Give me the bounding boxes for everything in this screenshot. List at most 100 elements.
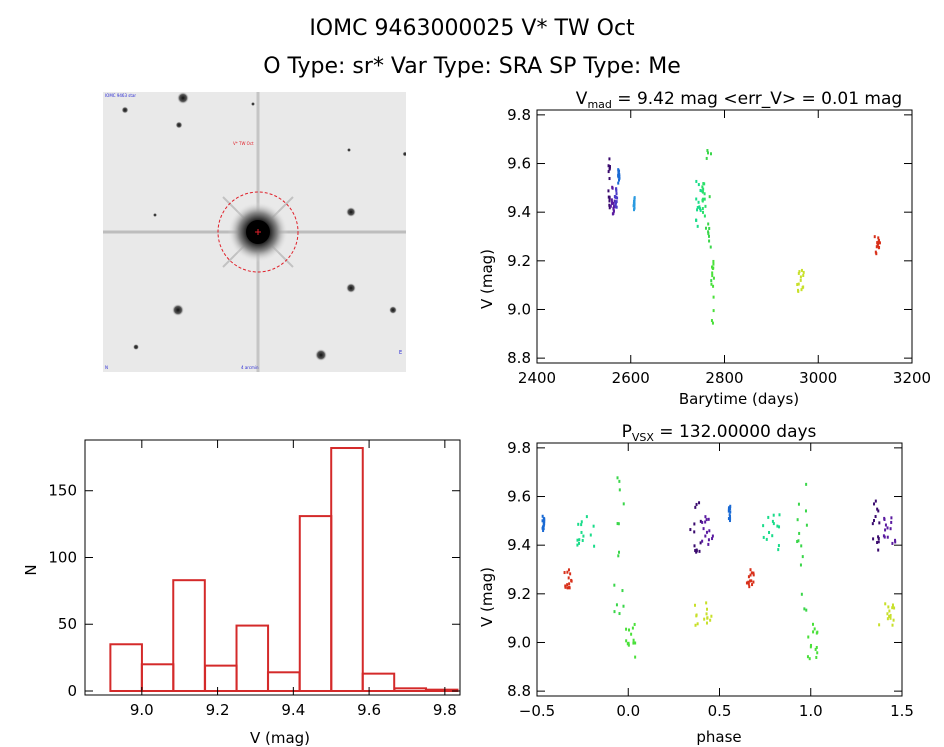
phased-curve-point [816, 651, 819, 655]
phased-curve-point [566, 583, 569, 587]
histogram-bar [361, 672, 396, 692]
phased-curve-point [810, 643, 813, 647]
phased-curve-point [877, 548, 880, 552]
phased-curve-point [752, 571, 755, 575]
light-curve-point [710, 319, 713, 323]
histogram-plot-frame [84, 439, 461, 696]
histogram-bar [298, 515, 333, 692]
phased-curve-point [693, 522, 696, 526]
phased-curve-point [874, 499, 877, 503]
light-curve-point [699, 188, 702, 192]
histogram-xtick-label: 9.6 [357, 701, 381, 719]
phased-curve-point [796, 518, 799, 522]
histogram-bar [140, 663, 175, 692]
light-curve-point [874, 250, 877, 254]
phased-curve-point [582, 534, 585, 538]
phased-curve-point [709, 618, 712, 622]
phased-curve-point [704, 515, 707, 519]
phased-curve-point [745, 581, 748, 585]
light-curve-point [875, 252, 878, 256]
phased-curve-point [752, 573, 755, 577]
phased-curve-point [750, 579, 753, 583]
light-curve-point [633, 205, 636, 209]
phased-curve-point [877, 536, 880, 540]
phased-curve-point [888, 609, 891, 613]
phased-curve-point [729, 504, 732, 508]
histogram-bar [172, 579, 206, 692]
phased-curve-point [883, 518, 886, 522]
phased-curve-point [889, 527, 892, 531]
phased-curve-point [576, 538, 579, 542]
phased-curve-point [701, 520, 704, 524]
light-curve-point [609, 204, 612, 208]
phased-curve-point [706, 616, 709, 620]
phased-curve-point [622, 604, 625, 608]
light-curve-point [617, 181, 620, 185]
phased-curve-point [694, 623, 697, 627]
phased-curve-point [872, 537, 875, 541]
phased-curve-point [693, 530, 696, 534]
light-curve-point [699, 207, 702, 211]
phased-curve-point [617, 554, 620, 558]
phased-curve-point [893, 606, 896, 610]
light-curve-xlabel: Barytime (days) [679, 390, 799, 408]
light-curve-point [608, 177, 611, 181]
phased-curve-point [633, 622, 636, 626]
phased-curve-point [882, 534, 885, 538]
phased-curve-title: PVSX = 132.00000 days [622, 422, 817, 444]
phased-curve-point [812, 630, 815, 634]
phased-curve-point [799, 563, 802, 567]
light-curve-point [711, 321, 714, 325]
phased-curve-point [541, 519, 544, 523]
light-curve-point [615, 189, 618, 193]
phased-curve-point [580, 530, 583, 534]
phased-curve-ytick-label: 8.8 [507, 682, 531, 700]
phased-curve-point [890, 520, 893, 524]
title-line-2: O Type: sr* Var Type: SRA SP Type: Me [263, 54, 681, 79]
light-curve-point [878, 241, 881, 245]
phased-curve-point [892, 618, 895, 622]
light-curve-point [615, 205, 618, 209]
light-curve-point [709, 245, 712, 249]
light-curve-point [611, 186, 614, 190]
light-curve-point [700, 189, 703, 193]
light-curve-point [712, 295, 715, 299]
phased-curve-ytick-label: 9.2 [507, 585, 531, 603]
phased-curve-point [625, 627, 628, 631]
phased-curve-point [874, 515, 877, 519]
title-line-1: IOMC 9463000025 V* TW Oct [309, 16, 635, 41]
phased-curve-point [568, 585, 571, 589]
histogram-xtick-label: 9.0 [130, 701, 154, 719]
phased-curve-ytick-label: 9.8 [507, 439, 531, 457]
field-star [347, 148, 351, 152]
finder-label-topleft: IOMC 9463 star [105, 93, 136, 98]
light-curve-point [699, 208, 702, 212]
light-curve-point [610, 198, 613, 202]
light-curve-point [633, 202, 636, 206]
light-curve-point [802, 273, 805, 277]
light-curve-point [876, 241, 879, 245]
light-curve-point [704, 204, 707, 208]
histogram-ytick-label: 100 [48, 548, 77, 566]
light-curve-point [701, 207, 704, 211]
light-curve-point [707, 222, 710, 226]
light-curve-title-rest: = 9.42 mag <err_V> = 0.01 mag [612, 89, 902, 109]
phased-curve-point [707, 542, 710, 546]
light-curve-ytick-label: 9.0 [507, 300, 531, 318]
light-curve-point [695, 197, 698, 201]
light-curve-point [877, 236, 880, 240]
light-curve-point [703, 197, 706, 201]
light-curve-point [708, 195, 711, 199]
light-curve-point [707, 234, 710, 238]
phased-curve-point [876, 507, 879, 511]
phased-curve-point [706, 607, 709, 611]
finder-label-target: V* TW Oct [233, 141, 254, 146]
light-curve-point [712, 259, 715, 263]
field-star [121, 106, 129, 114]
phased-curve-point [581, 539, 584, 543]
phased-curve-chart: −0.5 0.0 0.5 1.0 1.5 8.8 9.0 9.2 9.4 9.6 9.8 PVSX … [478, 422, 914, 746]
phased-curve-point [891, 541, 894, 545]
phased-curve-point [631, 626, 634, 630]
phased-curve-title-rest: = 132.00000 days [654, 422, 817, 442]
light-curve-point [703, 214, 706, 218]
